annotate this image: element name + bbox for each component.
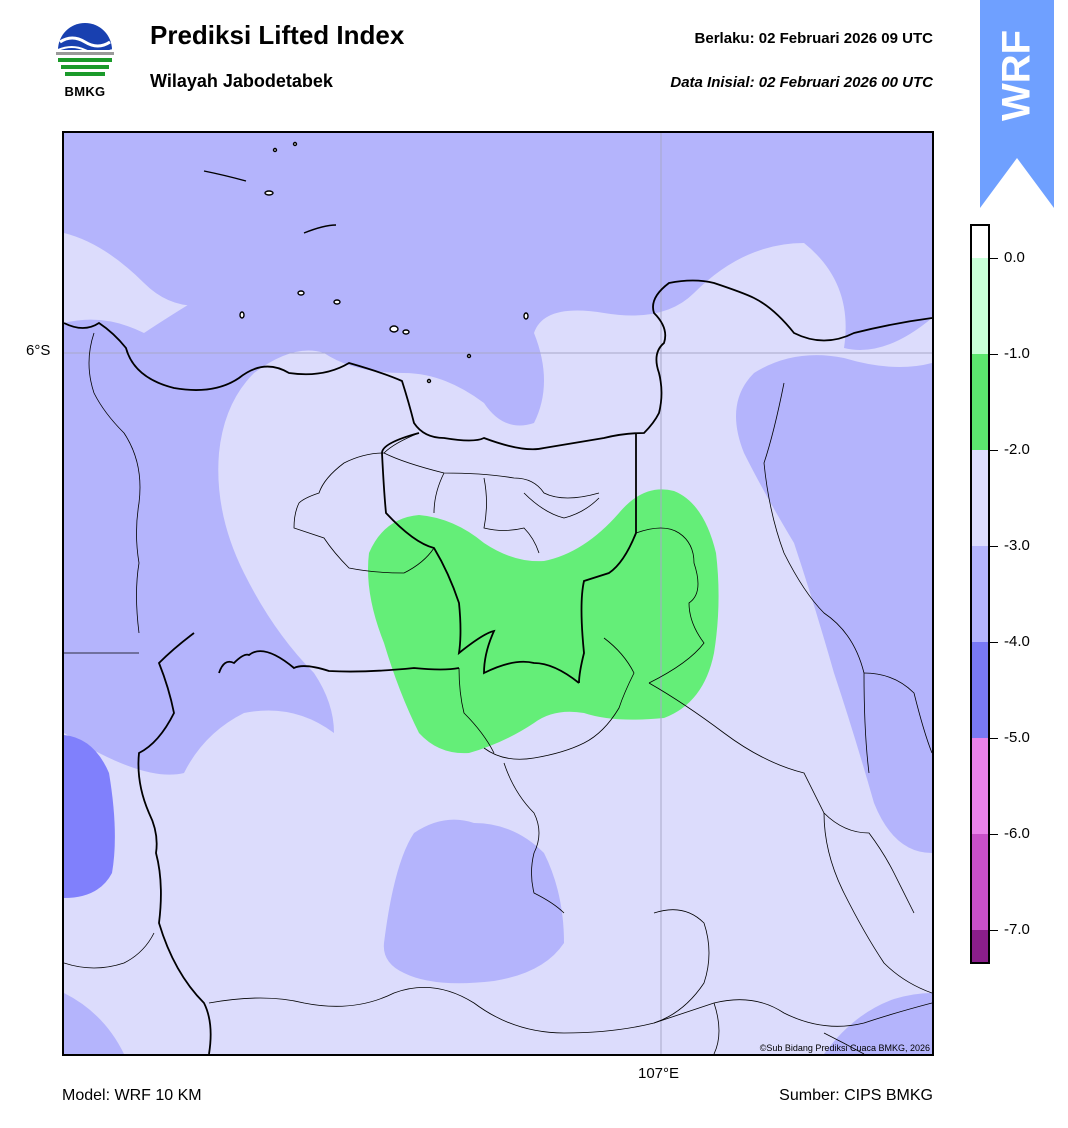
- bmkg-logo-text: BMKG: [64, 84, 106, 99]
- colorbar-tick: [990, 642, 998, 643]
- colorbar-tick: [990, 738, 998, 739]
- region-subtitle: Wilayah Jabodetabek: [150, 71, 333, 91]
- page-title: Prediksi Lifted Index: [150, 20, 405, 50]
- islands: [203, 141, 529, 384]
- ribbon-shape: [980, 0, 1054, 208]
- valid-time: Berlaku: 02 Februari 2026 09 UTC: [694, 30, 933, 47]
- source-info: Sumber: CIPS BMKG: [779, 1087, 933, 1104]
- colorbar-tick-label: -4.0: [1004, 633, 1030, 650]
- colorbar-tick: [990, 354, 998, 355]
- colorbar-segment: [972, 930, 988, 962]
- li-zone-west-strong: [64, 735, 115, 898]
- colorbar-tick-label: -1.0: [1004, 345, 1030, 362]
- colorbar-segment: [972, 642, 988, 738]
- lifted-index-map: [62, 131, 934, 1056]
- longitude-label: 107°E: [638, 1065, 680, 1082]
- li-zone-south-central: [383, 819, 564, 984]
- model-info: Model: WRF 10 KM: [62, 1087, 202, 1104]
- bmkg-logo-icon: [56, 23, 114, 76]
- initial-time: Data Inisial: 02 Februari 2026 00 UTC: [670, 74, 933, 91]
- regency-borders: [64, 332, 932, 1054]
- bmkg-logo: BMKG: [52, 20, 118, 102]
- wrf-badge-label: WRF: [994, 29, 1039, 121]
- li-zone-unstable-green: [368, 489, 719, 754]
- colorbar-segment: [972, 738, 988, 834]
- colorbar-tick: [990, 546, 998, 547]
- colorbar-segment: [972, 354, 988, 450]
- colorbar-tick: [990, 258, 998, 259]
- colorbar-tick-label: -2.0: [1004, 441, 1030, 458]
- province-borders: [137, 432, 637, 1054]
- colorbar-segment: [972, 226, 988, 258]
- map-canvas: [64, 133, 932, 1054]
- li-zone-southeast-corner: [824, 993, 932, 1054]
- colorbar-tick-label: -6.0: [1004, 825, 1030, 842]
- colorbar-tick-label: -7.0: [1004, 921, 1030, 938]
- colorbar: [970, 224, 990, 964]
- colorbar-segment: [972, 450, 988, 546]
- copyright-notice: ©Sub Bidang Prediksi Cuaca BMKG, 2026: [759, 1043, 930, 1053]
- colorbar-segment: [972, 546, 988, 642]
- coastline: [64, 279, 932, 451]
- colorbar-tick: [990, 930, 998, 931]
- colorbar-tick-label: -3.0: [1004, 537, 1030, 554]
- li-zone-east: [736, 355, 932, 853]
- latitude-label: 6°S: [26, 342, 51, 359]
- colorbar-tick-label: -5.0: [1004, 729, 1030, 746]
- colorbar-segment: [972, 834, 988, 930]
- li-zone-southwest-corner: [64, 993, 124, 1054]
- wrf-badge: WRF: [980, 0, 1054, 208]
- colorbar-segment: [972, 258, 988, 354]
- colorbar-tick: [990, 834, 998, 835]
- colorbar-tick: [990, 450, 998, 451]
- li-zone-north-sea: [64, 133, 932, 775]
- colorbar-tick-label: 0.0: [1004, 249, 1025, 266]
